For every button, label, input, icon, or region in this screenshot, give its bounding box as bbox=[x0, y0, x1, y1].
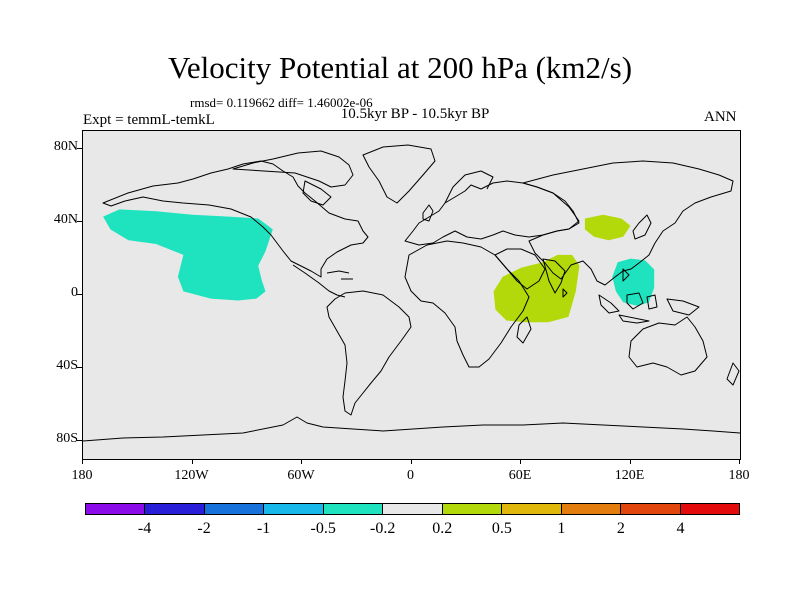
colorbar-swatch bbox=[86, 504, 146, 514]
colorbar-swatch bbox=[264, 504, 324, 514]
map-plot bbox=[83, 144, 740, 442]
coastline-south-america bbox=[326, 290, 412, 416]
colorbar-label: -2 bbox=[197, 520, 211, 537]
lat-tick-label: 80S bbox=[56, 430, 78, 446]
lat-tick-label: 0 bbox=[71, 285, 78, 300]
anomaly-region-east-asia bbox=[584, 214, 631, 241]
coastline-central-america bbox=[292, 264, 346, 298]
lon-tick-label: 60E bbox=[508, 468, 532, 483]
anomaly-region-indian-ocean bbox=[493, 254, 580, 323]
rmsd-diff-stats: rmsd= 0.119662 diff= 1.46002e-06 bbox=[190, 95, 373, 110]
lat-tick-label: 40S bbox=[56, 357, 78, 373]
season-label: ANN bbox=[704, 109, 737, 125]
lon-tick-label: 60W bbox=[287, 468, 315, 483]
colorbar-label: 2 bbox=[616, 520, 625, 537]
coastline-arabia bbox=[494, 248, 546, 290]
anomaly-region-north-pacific-america bbox=[103, 209, 273, 301]
colorbar-label: -0.2 bbox=[370, 520, 396, 537]
colorbar-swatch bbox=[561, 504, 622, 514]
colorbar-swatch bbox=[145, 504, 205, 514]
colorbar-label: -1 bbox=[256, 520, 271, 537]
coastline-europe bbox=[404, 180, 580, 246]
coastline-new-zealand bbox=[726, 362, 740, 386]
coastline-north-america bbox=[102, 160, 369, 278]
colorbar-label: -4 bbox=[137, 520, 152, 537]
colorbar-swatch bbox=[621, 504, 681, 514]
colorbar-swatch bbox=[383, 504, 443, 514]
colorbar-swatch bbox=[204, 504, 265, 514]
colorbar bbox=[85, 503, 740, 515]
colorbar-swatch bbox=[502, 504, 562, 514]
lat-tick-label: 80N bbox=[53, 139, 78, 155]
coastline-hudson-bay bbox=[302, 180, 332, 206]
lon-tick-label: 0 bbox=[407, 468, 414, 483]
lat-tick-mark bbox=[77, 148, 82, 150]
colorbar-label: 4 bbox=[676, 520, 685, 537]
coastline-new-guinea bbox=[666, 298, 700, 316]
coastline-caribbean bbox=[326, 270, 353, 280]
coastline-antarctica bbox=[83, 416, 740, 442]
lon-tick-mark bbox=[301, 459, 302, 464]
colorbar-swatch bbox=[442, 504, 503, 514]
lon-tick-label: 120E bbox=[614, 468, 645, 483]
lat-tick-mark bbox=[77, 294, 82, 295]
coastline-japan bbox=[632, 214, 652, 240]
lat-tick-mark bbox=[77, 221, 82, 223]
lon-tick-label: 180 bbox=[728, 468, 750, 483]
coastline-india bbox=[542, 258, 566, 294]
map-panel bbox=[82, 130, 741, 460]
coastline-australia bbox=[628, 316, 708, 376]
lat-tick-mark bbox=[77, 366, 82, 368]
lon-tick-mark bbox=[82, 459, 83, 464]
coastline-madagascar bbox=[516, 316, 532, 344]
colorbar-label: 1 bbox=[557, 520, 566, 537]
lon-tick-mark bbox=[739, 459, 740, 464]
coastline-canadian-arctic bbox=[232, 150, 354, 188]
lon-tick-label: 180 bbox=[71, 468, 93, 483]
lon-tick-mark bbox=[410, 459, 412, 464]
colorbar-label: 0.2 bbox=[432, 520, 453, 537]
lon-tick-mark bbox=[629, 459, 631, 464]
colorbar-swatch bbox=[323, 504, 384, 514]
lon-tick-mark bbox=[191, 459, 193, 464]
colorbar-label: -0.5 bbox=[310, 520, 336, 537]
coastline-greenland bbox=[362, 144, 436, 204]
chart-subtitle: 10.5kyr BP - 10.5kyr BP bbox=[340, 106, 490, 122]
lon-tick-mark bbox=[520, 459, 521, 464]
coastline-scandinavia bbox=[444, 170, 494, 204]
coastline-africa bbox=[404, 240, 530, 368]
colorbar-swatch bbox=[680, 504, 739, 514]
chart-title: Velocity Potential at 200 hPa (km2/s) bbox=[167, 50, 633, 85]
lat-tick-mark bbox=[77, 439, 82, 441]
experiment-label: Expt = temmL-temkL bbox=[83, 112, 215, 128]
lon-tick-label: 120W bbox=[174, 468, 209, 483]
coastline-indonesia bbox=[598, 268, 658, 324]
lat-tick-label: 40N bbox=[53, 212, 78, 228]
anomaly-region-maritime-continent bbox=[612, 258, 655, 306]
colorbar-label: 0.5 bbox=[491, 520, 512, 537]
coastline-sri-lanka bbox=[562, 288, 568, 298]
coastline-uk bbox=[422, 204, 434, 222]
